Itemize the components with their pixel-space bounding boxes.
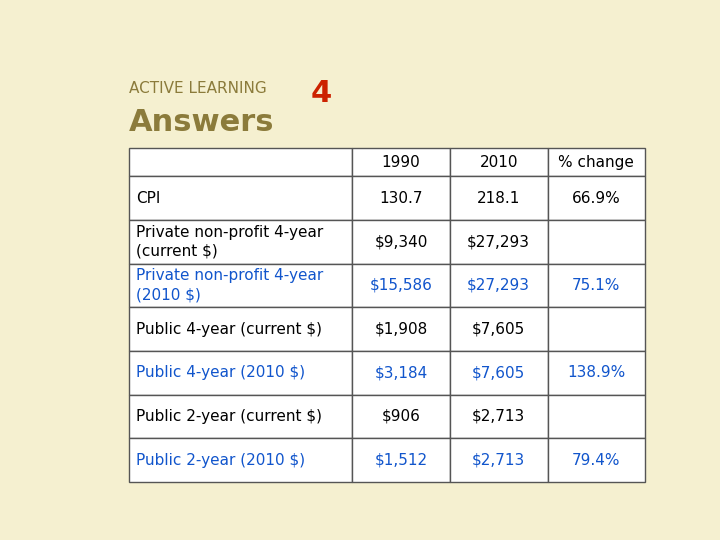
Bar [548,176,645,220]
Bar [129,220,352,264]
Bar [548,220,645,264]
Text: $2,713: $2,713 [472,453,526,468]
Bar [352,264,450,307]
Text: $27,293: $27,293 [467,234,530,249]
Text: 66.9%: 66.9% [572,191,621,206]
Text: $1,512: $1,512 [374,453,428,468]
Text: 79.4%: 79.4% [572,453,621,468]
Text: 130.7: 130.7 [379,191,423,206]
Bar [450,351,548,395]
Bar [352,220,450,264]
Bar [450,307,548,351]
Bar [352,395,450,438]
Text: 2010: 2010 [480,154,518,170]
Text: 1990: 1990 [382,154,420,170]
Text: ACTIVE LEARNING: ACTIVE LEARNING [129,82,267,97]
Text: 4: 4 [310,79,332,109]
Text: Answers: Answers [129,109,274,138]
Text: 75.1%: 75.1% [572,278,621,293]
Text: Private non-profit 4-year
(2010 $): Private non-profit 4-year (2010 $) [136,268,323,302]
Bar [450,438,548,482]
Bar [548,438,645,482]
Bar [352,148,450,176]
Text: 218.1: 218.1 [477,191,521,206]
Bar [129,264,352,307]
Bar [129,395,352,438]
Text: CPI: CPI [136,191,160,206]
Bar [352,307,450,351]
Bar [548,395,645,438]
Bar [129,438,352,482]
Text: $7,605: $7,605 [472,365,526,380]
Text: Public 4-year (current $): Public 4-year (current $) [136,321,322,336]
Text: $2,713: $2,713 [472,409,526,424]
Text: Public 4-year (2010 $): Public 4-year (2010 $) [136,365,305,380]
Bar [450,148,548,176]
Text: Public 2-year (current $): Public 2-year (current $) [136,409,322,424]
Bar [352,176,450,220]
Text: Public 2-year (2010 $): Public 2-year (2010 $) [136,453,305,468]
Text: $3,184: $3,184 [374,365,428,380]
Text: $27,293: $27,293 [467,278,530,293]
Bar [352,438,450,482]
Bar [129,307,352,351]
Bar [548,307,645,351]
Bar [548,264,645,307]
Bar [450,395,548,438]
Text: $15,586: $15,586 [369,278,433,293]
Bar [450,220,548,264]
Text: $9,340: $9,340 [374,234,428,249]
Bar [548,148,645,176]
Bar [352,351,450,395]
Text: $906: $906 [382,409,420,424]
Bar [548,351,645,395]
Bar [129,176,352,220]
Bar [129,351,352,395]
Text: $1,908: $1,908 [374,321,428,336]
Text: 138.9%: 138.9% [567,365,626,380]
Bar [450,176,548,220]
Text: Private non-profit 4-year
(current $): Private non-profit 4-year (current $) [136,225,323,259]
Bar [129,148,352,176]
Bar [450,264,548,307]
Text: % change: % change [559,154,634,170]
Text: $7,605: $7,605 [472,321,526,336]
